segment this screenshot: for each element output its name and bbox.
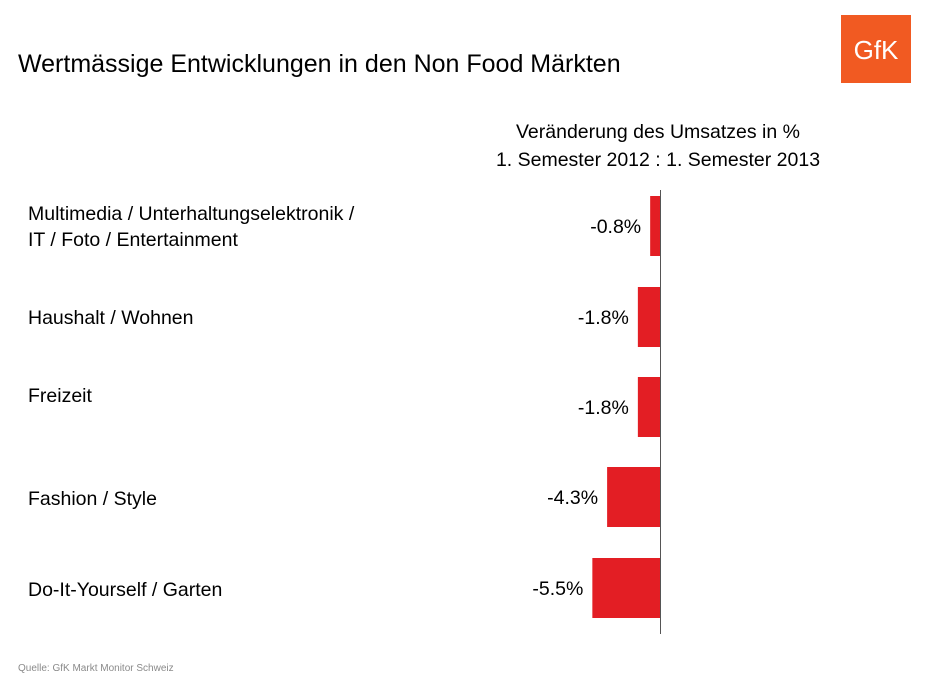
- chart-subtitle: Veränderung des Umsatzes in % 1. Semeste…: [450, 118, 866, 174]
- bar-2: [637, 377, 660, 437]
- bar-0: [650, 196, 660, 256]
- category-label-1-line-0: Haushalt / Wohnen: [28, 307, 194, 329]
- logo-background: [841, 15, 911, 83]
- category-label-0: Multimedia / Unterhaltungselektronik / IT…: [28, 201, 354, 253]
- data-label-2: -1.8%: [578, 397, 629, 419]
- bar-4: [592, 558, 660, 618]
- data-label-4: -5.5%: [532, 578, 583, 600]
- category-label-2-line-0: Freizeit: [28, 385, 92, 407]
- data-label-1: -1.8%: [578, 307, 629, 329]
- category-label-0-line-0: Multimedia / Unterhaltungselektronik /: [28, 203, 355, 225]
- subtitle-line-1: Veränderung des Umsatzes in %: [516, 121, 800, 143]
- bar-3: [607, 467, 660, 527]
- category-label-3-line-0: Fashion / Style: [28, 488, 157, 510]
- logo-text: GfK: [854, 35, 899, 65]
- category-label-4: Do-It-Yourself / Garten: [28, 577, 222, 603]
- page-title: Wertmässige Entwicklungen in den Non Foo…: [18, 50, 621, 78]
- category-label-4-line-0: Do-It-Yourself / Garten: [28, 579, 223, 601]
- subtitle-line-2: 1. Semester 2012 : 1. Semester 2013: [495, 149, 821, 171]
- category-label-1: Haushalt / Wohnen: [28, 305, 194, 331]
- category-label-3: Fashion / Style: [28, 486, 157, 512]
- category-label-0-line-1: IT / Foto / Entertainment: [28, 229, 238, 251]
- bar-1: [637, 287, 660, 347]
- data-label-0: -0.8%: [590, 216, 641, 238]
- gfk-logo: GfK: [841, 15, 911, 83]
- category-label-2: Freizeit: [28, 383, 92, 409]
- source-note: Quelle: GfK Markt Monitor Schweiz: [18, 663, 174, 674]
- data-label-3: -4.3%: [547, 487, 598, 509]
